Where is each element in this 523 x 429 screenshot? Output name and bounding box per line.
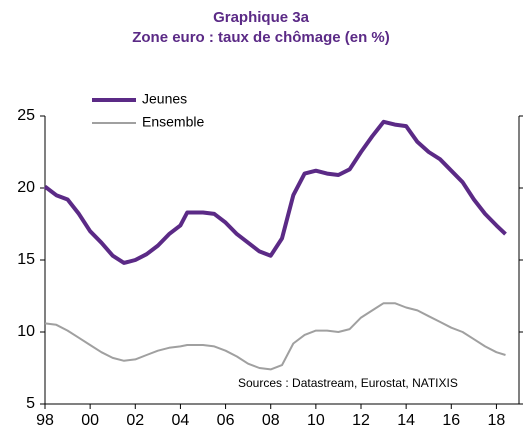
x-tick-label: 98 [36, 412, 54, 429]
series-line [43, 119, 507, 265]
source-note: Sources : Datastream, Eurostat, NATIXIS [238, 376, 458, 390]
y-tick-label: 20 [17, 179, 35, 196]
y-tick-label: 5 [26, 395, 35, 412]
x-tick-label: 06 [217, 412, 235, 429]
y-tick-label: 10 [17, 323, 35, 340]
x-tick-label: 12 [352, 412, 370, 429]
x-tick-label: 10 [307, 412, 325, 429]
x-tick-label: 18 [488, 412, 506, 429]
chart-subtitle: Zone euro : taux de chômage (en %) [132, 29, 390, 46]
legend-label: Ensemble [142, 114, 204, 130]
y-tick-label: 15 [17, 251, 35, 268]
x-tick-label: 04 [172, 412, 190, 429]
x-tick-label: 08 [262, 412, 280, 429]
series-line [44, 302, 506, 371]
legend-label: Jeunes [142, 91, 187, 107]
x-tick-label: 00 [81, 412, 99, 429]
y-tick-label: 25 [17, 107, 35, 124]
x-tick-label: 14 [397, 412, 415, 429]
chart-title: Graphique 3a [213, 9, 310, 26]
x-tick-label: 02 [126, 412, 144, 429]
x-tick-label: 16 [442, 412, 460, 429]
